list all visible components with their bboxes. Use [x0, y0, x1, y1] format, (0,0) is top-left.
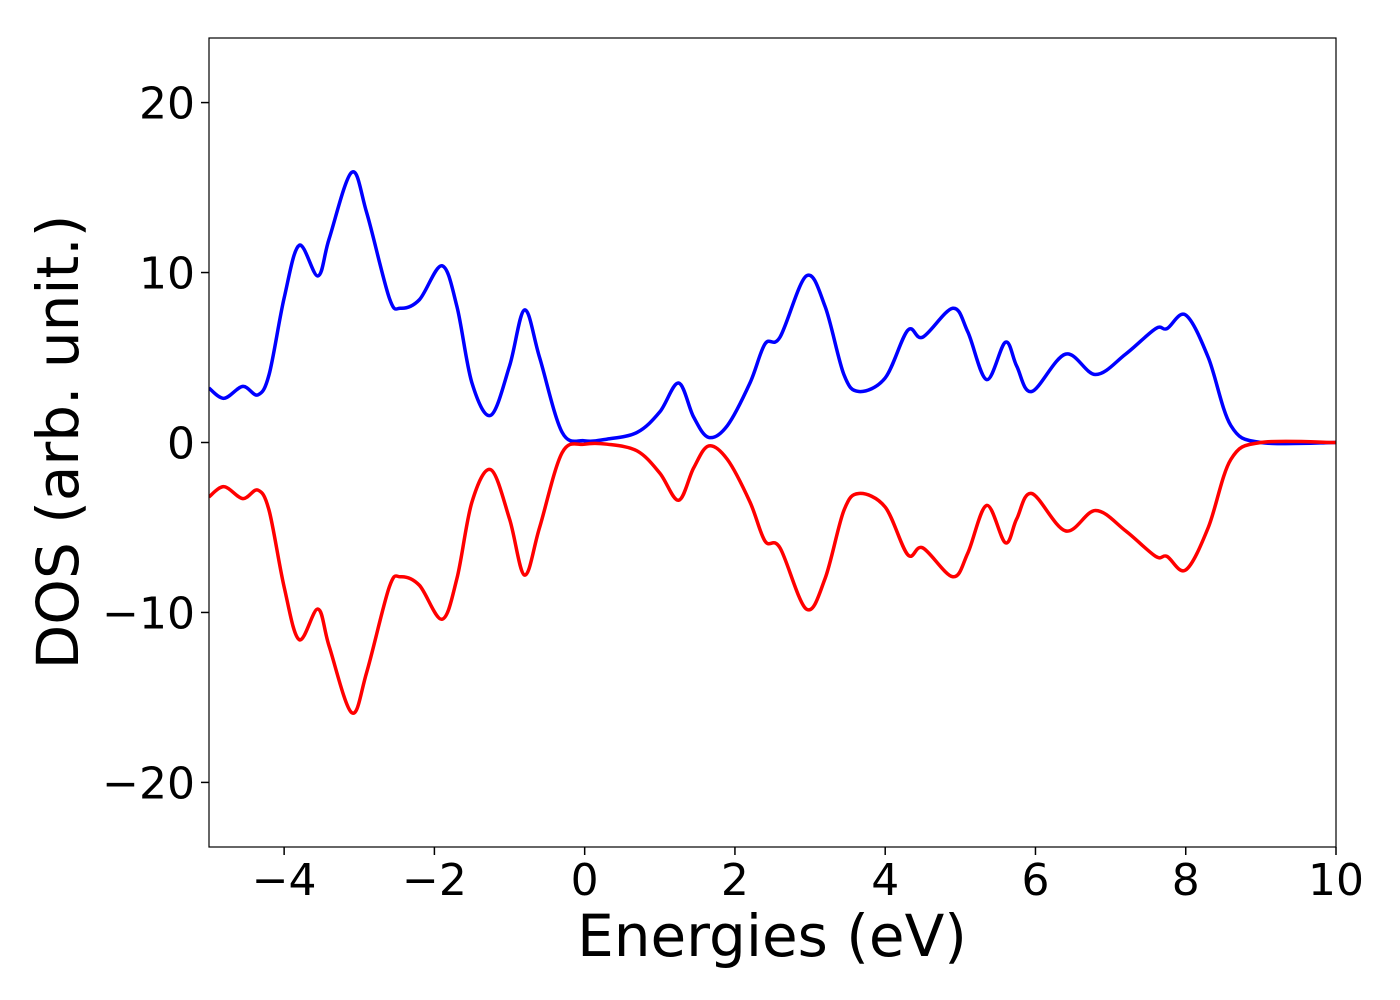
x-tick-label: −2	[402, 855, 467, 906]
x-tick-label: 10	[1308, 855, 1364, 906]
dos-line	[209, 439, 1336, 715]
x-tick-label: 4	[871, 855, 899, 906]
plot-frame	[208, 37, 1337, 848]
x-axis-label: Energies (eV)	[577, 902, 967, 970]
x-tick-label: 2	[721, 855, 749, 906]
dos-line	[209, 170, 1336, 446]
y-axis-label: DOS (arb. unit.)	[24, 215, 92, 670]
x-tick-label: 0	[571, 855, 599, 906]
y-tick-label: −10	[102, 588, 195, 639]
y-tick-label: 10	[139, 249, 195, 300]
y-tick-label: −20	[102, 758, 195, 809]
x-tick-label: 8	[1172, 855, 1200, 906]
x-tick-label: −4	[252, 855, 317, 906]
y-tick-label: 20	[139, 79, 195, 130]
y-tick-label: 0	[167, 419, 195, 470]
x-tick-label: 6	[1021, 855, 1049, 906]
